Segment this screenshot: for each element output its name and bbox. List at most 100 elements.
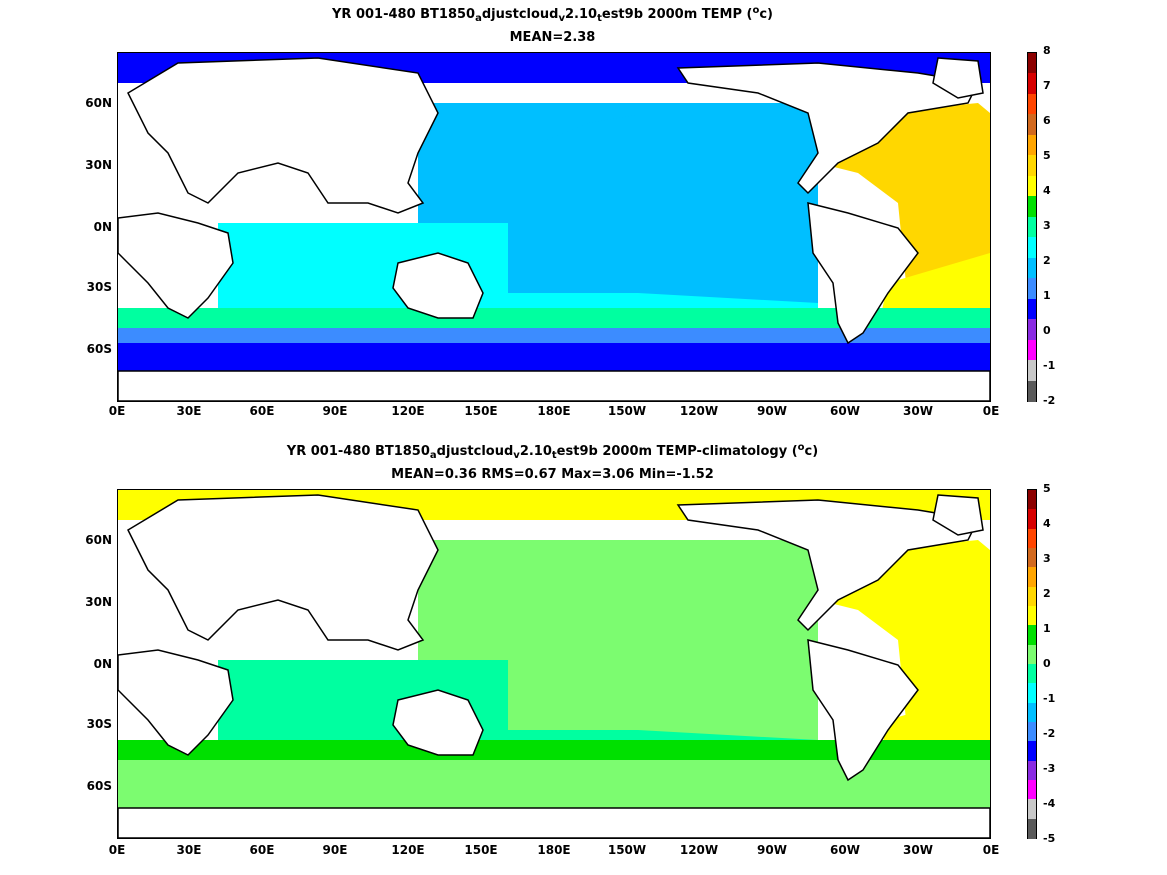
x-tick-label: 60E: [249, 404, 275, 418]
colorbar-tick-label: 3: [1043, 552, 1051, 565]
colorbar-tick-label: -1: [1043, 692, 1056, 705]
colorbar-segment: [1028, 528, 1036, 549]
x-tick-label: 120W: [679, 843, 719, 857]
chart-title: YR 001-480 BT1850adjustcloudv2.10test9b …: [286, 442, 819, 461]
y-tick-label: 30N: [85, 595, 112, 609]
map-plot: [117, 52, 991, 402]
field-pacific-north: [508, 545, 808, 640]
x-tick-label: 120E: [391, 404, 425, 418]
x-tick-label: 90E: [322, 404, 348, 418]
colorbar-segment: [1028, 298, 1036, 320]
colorbar-segment: [1028, 175, 1036, 197]
colorbar-segment: [1028, 760, 1036, 781]
x-tick-label: 30W: [903, 404, 933, 418]
x-tick-label: 180E: [537, 404, 571, 418]
land-africa: [118, 649, 234, 756]
land-antarctica: [118, 370, 990, 401]
field-deep-south: [118, 343, 990, 371]
y-tick-label: 60N: [85, 533, 112, 547]
colorbar-tick-label: 1: [1043, 622, 1051, 635]
colorbar-tick-label: -4: [1043, 797, 1056, 810]
colorbar-segment: [1028, 741, 1036, 762]
land-south-america: [807, 639, 919, 782]
field-atlantic: [818, 103, 990, 303]
colorbar-segment: [1028, 606, 1036, 627]
x-tick-label: 150W: [607, 404, 647, 418]
x-tick-label: 90W: [757, 843, 787, 857]
y-tick-label: 30S: [86, 717, 112, 731]
colorbar-segment: [1028, 722, 1036, 743]
field-pacific-north: [508, 108, 808, 203]
chart-subtitle: MEAN=0.36 RMS=0.67 Max=3.06 Min=-1.52: [391, 467, 714, 482]
colorbar-segment: [1028, 780, 1036, 801]
land-greenland: [932, 494, 984, 536]
x-tick-label: 0E: [982, 404, 1000, 418]
colorbar-tick-label: 5: [1043, 149, 1051, 162]
field-deep-south: [118, 780, 990, 808]
colorbar-segment: [1028, 818, 1036, 839]
x-tick-label: 120W: [679, 404, 719, 418]
colorbar-segment: [1028, 644, 1036, 665]
colorbar-segment: [1028, 257, 1036, 279]
x-tick-label: 60W: [830, 843, 860, 857]
colorbar-segment: [1028, 53, 1036, 75]
land: [118, 57, 990, 401]
colorbar-segment: [1028, 509, 1036, 530]
colorbar-tick-label: 2: [1043, 254, 1051, 267]
x-tick-label: 150W: [607, 843, 647, 857]
colorbar-segment: [1028, 380, 1036, 402]
land-greenland: [932, 57, 984, 99]
colorbar-segment: [1028, 237, 1036, 259]
colorbar-segment: [1028, 134, 1036, 157]
colorbar-tick-label: 1: [1043, 289, 1051, 302]
y-tick-label: 30N: [85, 158, 112, 172]
field-southern-band: [118, 308, 990, 328]
y-tick-label: 30S: [86, 280, 112, 294]
land-eurasia: [127, 57, 439, 214]
x-tick-label: 150E: [464, 404, 498, 418]
colorbar-segment: [1028, 548, 1036, 569]
x-tick-label: 120E: [391, 843, 425, 857]
y-tick-label: 0N: [93, 657, 112, 671]
land: [118, 494, 990, 838]
x-tick-label: 90W: [757, 404, 787, 418]
colorbar-segment: [1028, 93, 1036, 116]
x-tick-label: 0E: [108, 404, 126, 418]
colorbar-tick-label: -5: [1043, 832, 1056, 845]
x-tick-label: 60W: [830, 404, 860, 418]
chart-title: YR 001-480 BT1850adjustcloudv2.10test9b …: [332, 5, 773, 24]
field-southern-band: [118, 740, 990, 760]
colorbar-segment: [1028, 73, 1036, 95]
land-africa: [118, 212, 234, 319]
colorbar-segment: [1028, 799, 1036, 820]
land-south-america: [807, 202, 919, 345]
colorbar-tick-label: 8: [1043, 44, 1051, 57]
colorbar-tick-label: 7: [1043, 79, 1051, 92]
colorbar-tick-label: 0: [1043, 324, 1051, 337]
colorbar-segment: [1028, 216, 1036, 238]
x-tick-label: 60E: [249, 843, 275, 857]
colorbar: [1027, 52, 1037, 402]
colorbar-tick-label: -3: [1043, 762, 1056, 775]
colorbar-segment: [1028, 278, 1036, 300]
map-svg: [118, 490, 990, 838]
colorbar-tick-label: -2: [1043, 727, 1056, 740]
x-tick-label: 0E: [982, 843, 1000, 857]
colorbar-tick-label: 5: [1043, 482, 1051, 495]
colorbar-tick-label: 0: [1043, 657, 1051, 670]
y-tick-label: 0N: [93, 220, 112, 234]
colorbar-tick-label: -1: [1043, 359, 1056, 372]
x-tick-label: 150E: [464, 843, 498, 857]
x-tick-label: 0E: [108, 843, 126, 857]
colorbar-segment: [1028, 339, 1036, 361]
map-svg: [118, 53, 990, 401]
colorbar-segment: [1028, 490, 1036, 511]
x-tick-label: 30W: [903, 843, 933, 857]
colorbar-tick-label: 6: [1043, 114, 1051, 127]
colorbar-tick-label: 2: [1043, 587, 1051, 600]
land-antarctica: [118, 807, 990, 838]
colorbar-segment: [1028, 155, 1036, 177]
colorbar-tick-label: -2: [1043, 394, 1056, 407]
colorbar-tick-label: 4: [1043, 184, 1051, 197]
y-tick-label: 60S: [86, 779, 112, 793]
